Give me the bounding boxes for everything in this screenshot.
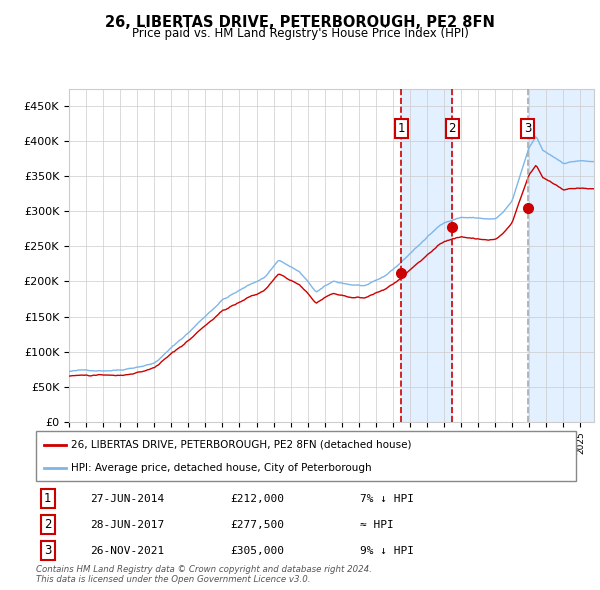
Text: 26, LIBERTAS DRIVE, PETERBOROUGH, PE2 8FN (detached house): 26, LIBERTAS DRIVE, PETERBOROUGH, PE2 8F…: [71, 440, 412, 450]
Text: £277,500: £277,500: [230, 520, 284, 530]
Text: 27-JUN-2014: 27-JUN-2014: [90, 494, 164, 504]
Text: £212,000: £212,000: [230, 494, 284, 504]
Text: 3: 3: [524, 122, 531, 135]
Text: £305,000: £305,000: [230, 546, 284, 556]
Text: 1: 1: [44, 492, 52, 505]
Text: 3: 3: [44, 545, 52, 558]
Bar: [401, 88, 452, 422]
Text: 26-NOV-2021: 26-NOV-2021: [90, 546, 164, 556]
Text: 26, LIBERTAS DRIVE, PETERBOROUGH, PE2 8FN: 26, LIBERTAS DRIVE, PETERBOROUGH, PE2 8F…: [105, 15, 495, 30]
Text: 7% ↓ HPI: 7% ↓ HPI: [360, 494, 414, 504]
Bar: [527, 88, 594, 422]
Text: 9% ↓ HPI: 9% ↓ HPI: [360, 546, 414, 556]
Text: 28-JUN-2017: 28-JUN-2017: [90, 520, 164, 530]
Text: Contains HM Land Registry data © Crown copyright and database right 2024.: Contains HM Land Registry data © Crown c…: [36, 565, 372, 575]
Text: Price paid vs. HM Land Registry's House Price Index (HPI): Price paid vs. HM Land Registry's House …: [131, 27, 469, 40]
Text: ≈ HPI: ≈ HPI: [360, 520, 394, 530]
Text: 2: 2: [449, 122, 456, 135]
Text: 1: 1: [397, 122, 405, 135]
FancyBboxPatch shape: [36, 431, 576, 481]
Text: HPI: Average price, detached house, City of Peterborough: HPI: Average price, detached house, City…: [71, 463, 372, 473]
Text: This data is licensed under the Open Government Licence v3.0.: This data is licensed under the Open Gov…: [36, 575, 311, 584]
Text: 2: 2: [44, 519, 52, 532]
